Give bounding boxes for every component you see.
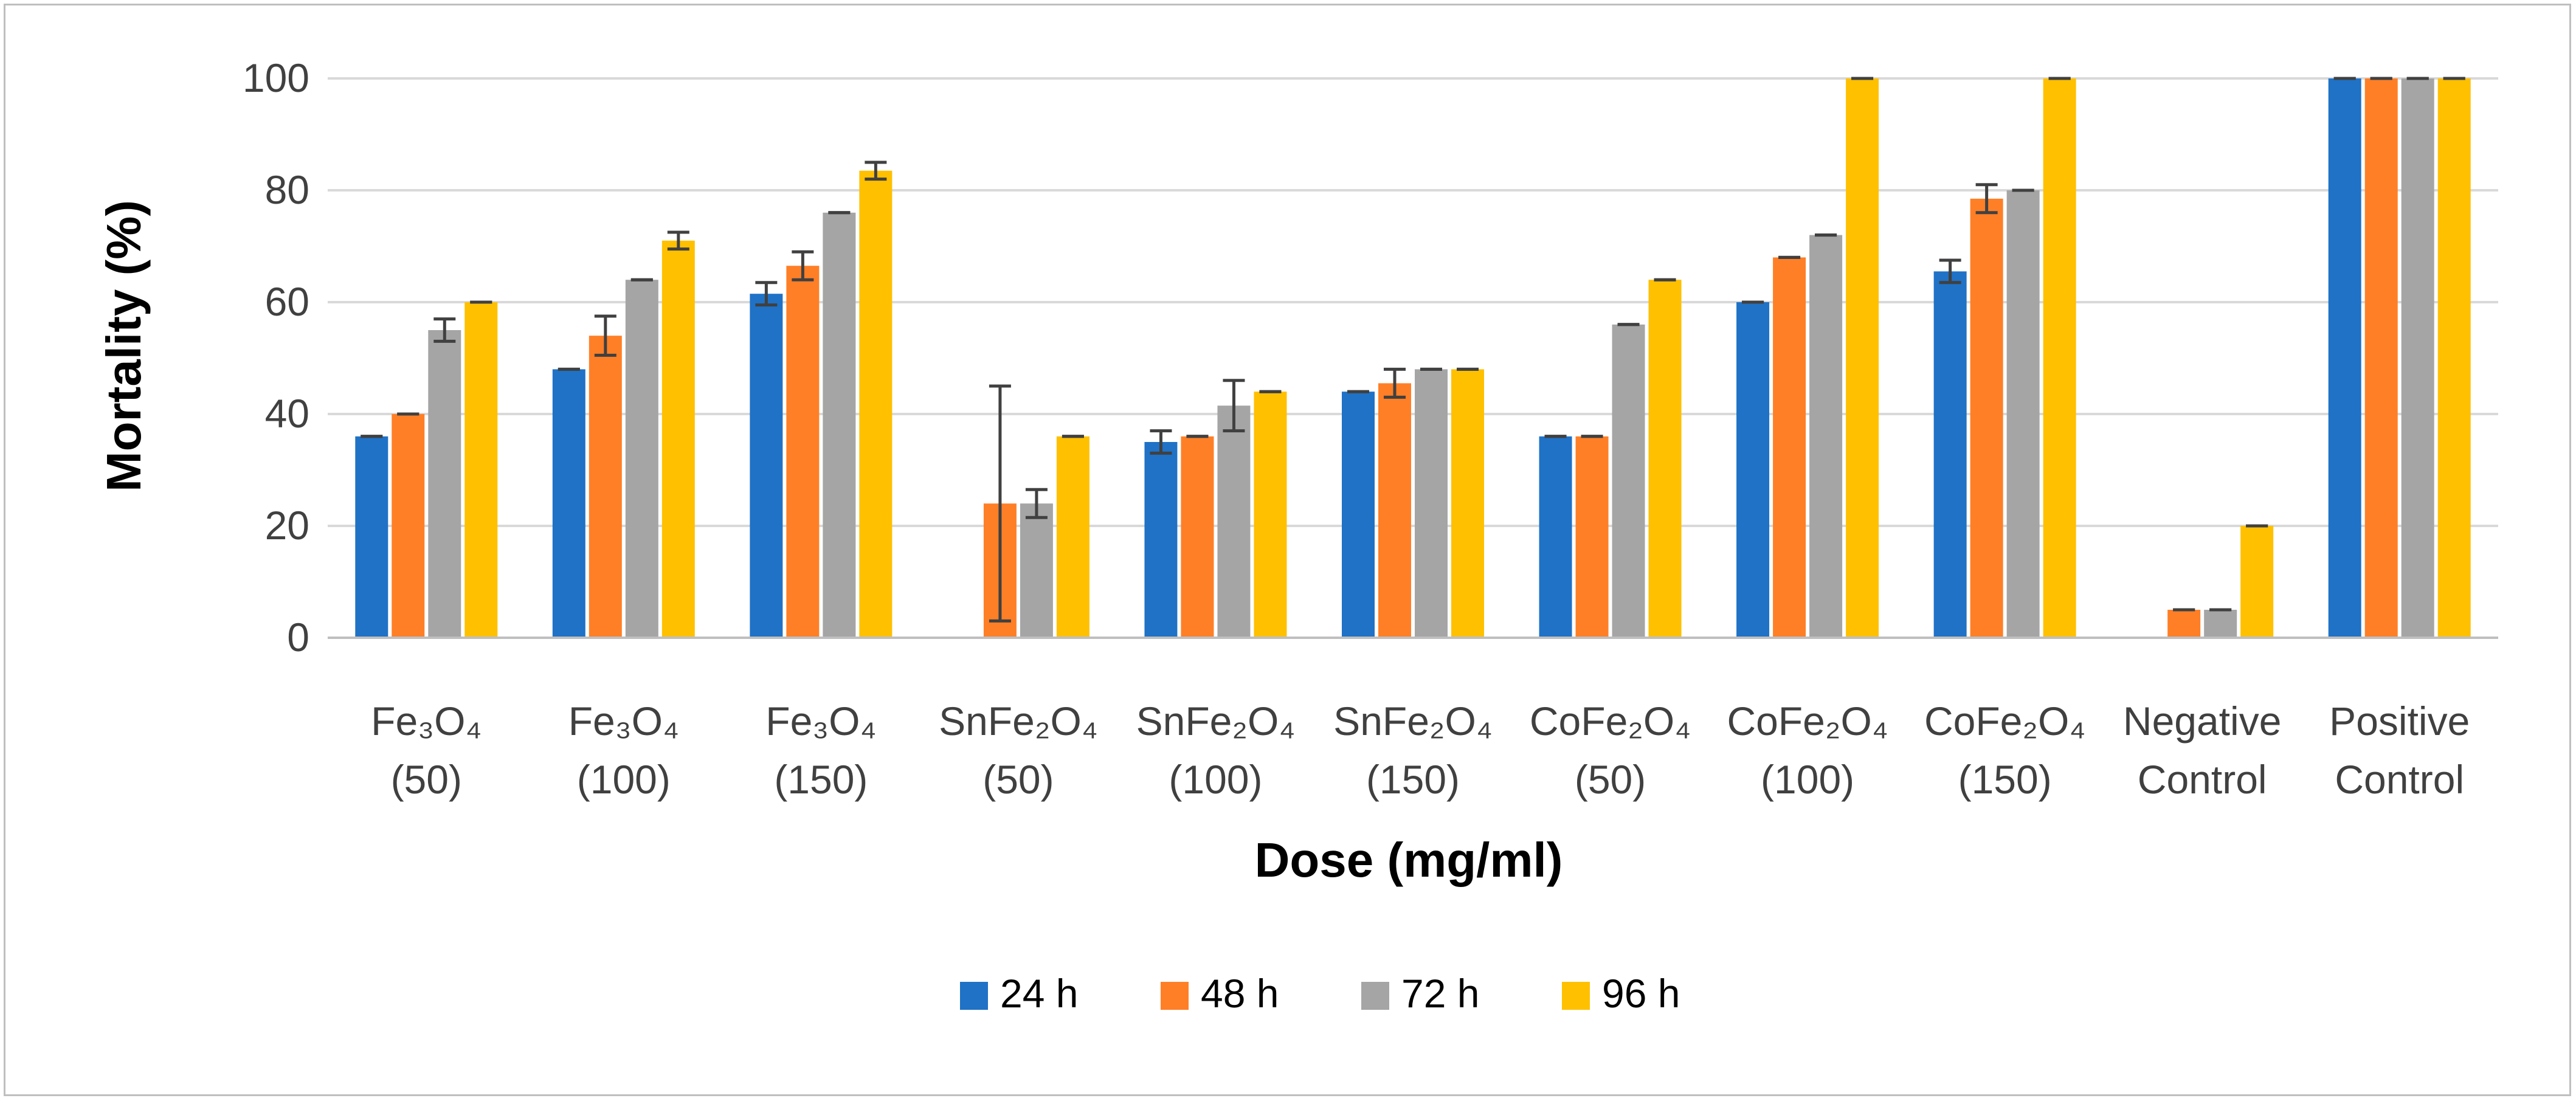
y-tick-label: 0 — [287, 615, 309, 660]
y-tick-label: 40 — [265, 391, 309, 436]
bar-72h — [2006, 190, 2040, 638]
bar-48h — [2167, 610, 2201, 638]
error-bar — [792, 250, 814, 281]
chart-frame: 0 20 40 60 80 100 Fe₃O₄ (50) Fe₃O₄ (100) Fe₃O₄ (150… — [4, 4, 2571, 1096]
bar-96h — [1451, 369, 1484, 638]
error-bar — [755, 281, 778, 307]
bar-96h — [464, 302, 498, 638]
y-tick-label: 20 — [265, 503, 309, 548]
legend: 24 h 48 h 72 h 96 h — [960, 971, 1680, 1016]
bar-96h — [2240, 526, 2274, 638]
axes: 0 20 40 60 80 100 Fe₃O₄ (50) Fe₃O₄ (100) Fe₃O₄ (150… — [243, 55, 2498, 802]
bar-72h — [1217, 406, 1251, 638]
bar-24h — [1144, 442, 1178, 638]
bar-48h — [392, 414, 425, 638]
x-axis-title: Dose (mg/ml) — [1255, 833, 1563, 887]
error-bar — [1223, 379, 1245, 433]
bar-48h — [1181, 436, 1214, 638]
bars — [355, 78, 2471, 638]
bar-48h — [1378, 383, 1411, 638]
error-bar — [1939, 258, 1961, 285]
bar-24h — [1736, 302, 1770, 638]
legend-item-24h: 24 h — [960, 971, 1078, 1016]
bar-96h — [859, 170, 893, 638]
bar-48h — [1970, 198, 2003, 638]
bar-72h — [1809, 235, 1843, 638]
error-bar — [1150, 429, 1172, 455]
error-bars — [361, 77, 2465, 623]
bar-chart: 0 20 40 60 80 100 Fe₃O₄ (50) Fe₃O₄ (100) Fe₃O₄ (150… — [97, 55, 2498, 1016]
legend-item-96h: 96 h — [1562, 971, 1680, 1016]
bar-96h — [1846, 78, 1879, 638]
error-bar — [433, 317, 456, 343]
bar-96h — [1254, 392, 1287, 638]
bar-72h — [428, 330, 461, 638]
error-bar — [865, 160, 887, 181]
legend-swatch — [1361, 982, 1389, 1010]
x-tick-label: Fe₃O₄ (100) — [568, 699, 679, 802]
error-bar — [1025, 488, 1048, 519]
error-bar — [667, 230, 689, 251]
y-axis-title: Mortality (%) — [97, 200, 151, 492]
legend-label: 72 h — [1401, 971, 1479, 1016]
x-tick-label: Negative Control — [2123, 699, 2282, 802]
bar-24h — [1342, 392, 1375, 638]
bar-72h — [1020, 503, 1053, 638]
legend-item-72h: 72 h — [1361, 971, 1479, 1016]
bar-24h — [750, 294, 783, 638]
legend-item-48h: 48 h — [1161, 971, 1279, 1016]
bar-24h — [355, 436, 388, 638]
bar-72h — [823, 212, 856, 638]
bar-48h — [786, 266, 820, 638]
bar-96h — [1056, 436, 1089, 638]
bar-96h — [2043, 78, 2076, 638]
bar-48h — [1575, 436, 1609, 638]
bar-24h — [552, 369, 585, 638]
bar-96h — [1648, 280, 1682, 638]
legend-label: 24 h — [1000, 971, 1078, 1016]
x-tick-label: CoFe₂O₄ (150) — [1924, 699, 2085, 802]
bar-48h — [589, 336, 622, 638]
x-tick-label: Fe₃O₄ (150) — [765, 699, 876, 802]
x-tick-label: SnFe₂O₄ (100) — [1136, 699, 1296, 802]
bar-48h — [1773, 257, 1806, 638]
y-tick-label: 100 — [243, 55, 309, 100]
x-tick-label: SnFe₂O₄ (150) — [1333, 699, 1493, 802]
bar-72h — [1415, 369, 1448, 638]
error-bar — [1975, 183, 1998, 215]
x-tick-label: Fe₃O₄ (50) — [371, 699, 482, 802]
legend-swatch — [960, 982, 988, 1010]
bar-72h — [2401, 78, 2434, 638]
legend-swatch — [1562, 982, 1590, 1010]
bar-24h — [2328, 78, 2361, 638]
x-tick-label: Positive Control — [2329, 699, 2470, 802]
y-tick-label: 80 — [265, 167, 309, 212]
bar-72h — [625, 280, 658, 638]
legend-swatch — [1161, 982, 1189, 1010]
legend-label: 96 h — [1602, 971, 1680, 1016]
bar-72h — [1612, 324, 1645, 638]
x-tick-label: CoFe₂O₄ (50) — [1530, 699, 1691, 802]
bar-72h — [2204, 610, 2237, 638]
x-tick-label: CoFe₂O₄ (100) — [1727, 699, 1888, 802]
bar-24h — [1539, 436, 1572, 638]
error-bar — [989, 384, 1011, 623]
y-tick-label: 60 — [265, 279, 309, 324]
error-bar — [594, 314, 616, 357]
legend-label: 48 h — [1201, 971, 1279, 1016]
bar-24h — [1933, 271, 1967, 638]
error-bar — [1384, 367, 1406, 399]
bar-96h — [661, 240, 695, 638]
x-tick-label: SnFe₂O₄ (50) — [939, 699, 1098, 802]
bar-96h — [2437, 78, 2471, 638]
bar-48h — [2364, 78, 2398, 638]
